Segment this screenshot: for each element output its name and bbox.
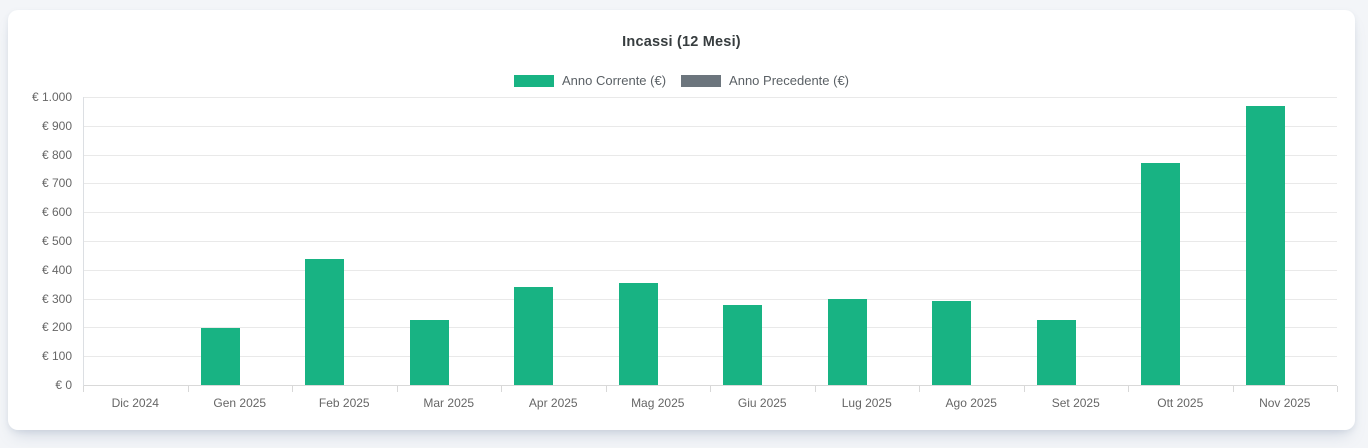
gridline — [83, 183, 1337, 185]
x-axis-tick — [292, 386, 293, 392]
gridline — [83, 154, 1337, 156]
bar-anno-corrente-nov-2025[interactable] — [1245, 106, 1285, 385]
y-axis-label: € 500 — [41, 234, 72, 248]
bar-anno-corrente-mar-2025[interactable] — [409, 320, 449, 385]
x-axis-tick — [710, 386, 711, 392]
legend-item-anno-corrente[interactable]: Anno Corrente (€) — [513, 73, 667, 88]
gridline — [83, 327, 1337, 329]
chart-card: Incassi (12 Mesi) Anno Corrente (€) Anno … — [8, 10, 1355, 430]
x-axis-tick — [396, 386, 398, 392]
y-axis-label: € 0 — [55, 378, 72, 392]
bar-anno-corrente-feb-2025[interactable] — [305, 258, 345, 385]
x-axis-label: Mar 2025 — [423, 396, 475, 410]
x-axis-label: Gen 2025 — [213, 396, 267, 410]
legend-label: Anno Corrente (€) — [561, 73, 667, 88]
legend-swatch-icon — [681, 74, 722, 87]
bar-anno-corrente-gen-2025[interactable] — [200, 328, 240, 385]
y-axis-label: € 700 — [41, 176, 72, 191]
gridline — [83, 269, 1337, 271]
x-axis-tick — [814, 386, 816, 392]
legend-item-anno-precedente[interactable]: Anno Precedente (€) — [681, 73, 849, 88]
x-axis-tick — [1232, 386, 1234, 392]
legend-swatch-icon — [513, 74, 554, 87]
chart-legend: Anno Corrente (€) Anno Precedente (€) — [8, 73, 1355, 88]
x-axis-line — [83, 385, 1337, 386]
bar-anno-corrente-lug-2025[interactable] — [827, 299, 867, 385]
bar-chart-plot-area: € 0 € 100 € 200 € 300 € 400 € 500 € 600 € 700 € … — [8, 10, 1355, 430]
x-axis-label: Ott 2025 — [1157, 396, 1204, 410]
x-axis-tick — [1128, 386, 1129, 392]
bar-anno-corrente-giu-2025[interactable] — [723, 304, 763, 385]
x-axis-label: Lug 2025 — [841, 396, 892, 410]
y-axis-label: € 1.000 — [31, 90, 72, 104]
x-axis-label: Mag 2025 — [631, 396, 685, 410]
gridline — [83, 212, 1337, 214]
y-axis-label: € 600 — [41, 205, 72, 220]
y-axis-label: € 300 — [41, 291, 72, 306]
gridline — [83, 125, 1337, 127]
x-axis-label: Apr 2025 — [528, 396, 578, 410]
bar-anno-corrente-ott-2025[interactable] — [1141, 162, 1181, 385]
x-axis-label: Nov 2025 — [1259, 396, 1311, 410]
x-axis-tick — [501, 386, 502, 392]
x-axis-tick — [1023, 386, 1025, 392]
x-axis-tick — [187, 386, 189, 392]
y-axis-label: € 900 — [41, 118, 72, 133]
x-axis-label: Feb 2025 — [318, 396, 370, 410]
x-axis-label: Dic 2024 — [111, 396, 159, 410]
gridline — [83, 97, 1337, 98]
legend-label: Anno Precedente (€) — [729, 73, 850, 88]
bar-anno-corrente-ago-2025[interactable] — [932, 300, 972, 385]
gridline — [83, 298, 1337, 300]
bar-anno-corrente-apr-2025[interactable] — [514, 287, 554, 385]
x-axis-tick — [605, 386, 607, 392]
bar-anno-corrente-set-2025[interactable] — [1036, 319, 1076, 385]
chart-title: Incassi (12 Mesi) — [622, 34, 741, 50]
y-axis-label: € 100 — [41, 349, 72, 364]
y-axis-label: € 800 — [41, 147, 72, 162]
x-axis-tick — [919, 386, 920, 392]
x-axis-label: Ago 2025 — [945, 396, 997, 410]
y-axis-line — [83, 97, 84, 391]
gridline — [83, 241, 1337, 242]
y-axis-label: € 400 — [41, 262, 72, 277]
y-axis-label: € 200 — [41, 320, 72, 335]
x-axis-label: Giu 2025 — [737, 396, 787, 410]
x-axis-label: Set 2025 — [1051, 396, 1100, 410]
x-axis-tick — [83, 386, 84, 392]
bar-anno-corrente-mag-2025[interactable] — [618, 282, 658, 385]
gridline — [83, 356, 1337, 358]
x-axis-tick — [1337, 386, 1338, 392]
